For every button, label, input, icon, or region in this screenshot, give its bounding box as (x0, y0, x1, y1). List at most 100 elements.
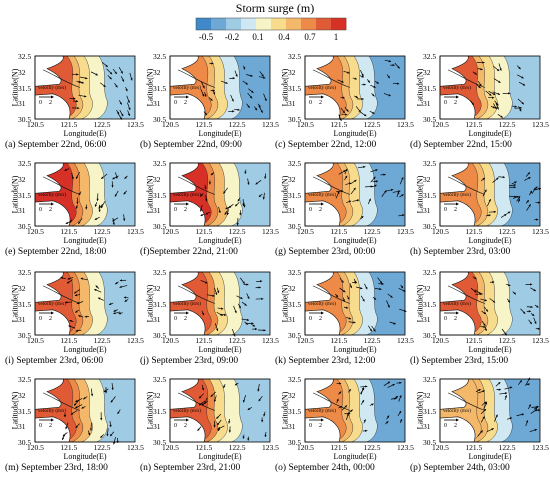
velocity-arrow-head (399, 381, 402, 384)
velocity-arrow-head (234, 310, 237, 314)
velocity-arrow-head (262, 197, 265, 200)
velocity-arrow-head (526, 420, 529, 423)
velocity-legend-arrow-head (456, 202, 459, 206)
x-tick-label: 121.5 (195, 336, 213, 345)
velocity-legend-arrow-head (321, 95, 324, 99)
velocity-arrow-head (348, 317, 351, 320)
velocity-legend-tick: 2 (319, 207, 322, 213)
velocity-arrow-head (365, 429, 368, 432)
velocity-arrow-head (68, 325, 71, 328)
estuary-channel (42, 69, 81, 88)
velocity-arrow-head (258, 194, 262, 197)
y-tick-label: 32 (18, 283, 26, 293)
y-tick-label: 30.5 (288, 331, 302, 340)
velocity-arrow-head (208, 182, 212, 185)
velocity-arrow-head (224, 313, 227, 316)
velocity-legend-arrow-head (186, 202, 189, 206)
velocity-arrow-head (225, 81, 228, 84)
x-axis-label: Longitude(E) (468, 345, 512, 354)
x-tick-label: 121.5 (195, 120, 213, 129)
velocity-arrow-head (218, 210, 221, 214)
velocity-arrow-head (496, 103, 499, 106)
velocity-legend-tick: 0 (174, 207, 177, 213)
velocity-arrow-head (528, 310, 531, 313)
velocity-arrow-head (361, 215, 364, 219)
y-tick-label: 31.5 (288, 406, 302, 416)
velocity-arrow-head (379, 287, 382, 291)
velocity-arrow-head (484, 401, 487, 404)
x-axis-label: Longitude(E) (468, 452, 512, 461)
velocity-arrow-head (362, 387, 365, 391)
velocity-arrow-head (212, 89, 215, 92)
velocity-arrow-head (113, 312, 116, 315)
velocity-legend-arrow-head (186, 418, 189, 422)
velocity-arrow-head (387, 305, 390, 308)
y-axis-label: Latitude(N) (10, 175, 20, 213)
velocity-arrow-head (224, 212, 227, 215)
velocity-arrow-head (345, 168, 348, 172)
x-tick-label: 122.5 (93, 227, 111, 236)
velocity-arrow-head (109, 76, 112, 80)
velocity-arrow-head (98, 297, 101, 300)
surge-map (304, 378, 406, 443)
velocity-arrow-head (101, 205, 104, 209)
velocity-arrow-head (482, 416, 485, 419)
map-frame (439, 55, 541, 120)
surge-map (34, 55, 136, 120)
land-north (439, 378, 469, 410)
y-axis-label: Latitude(N) (415, 68, 425, 106)
y-tick-label: 31 (153, 99, 161, 109)
x-tick-label: 121.5 (60, 227, 78, 236)
velocity-arrow-head (367, 80, 370, 83)
velocity-arrow-head (69, 319, 72, 323)
velocity-arrow-head (100, 418, 103, 421)
x-tick-label: 122.5 (363, 227, 381, 236)
velocity-arrow-head (113, 309, 116, 312)
velocity-arrow-head (507, 300, 510, 303)
velocity-arrow-head (538, 201, 541, 204)
velocity-arrow-head (346, 413, 349, 416)
x-tick-label: 121.5 (330, 227, 348, 236)
map-frame (169, 271, 271, 336)
velocity-arrow-head (484, 189, 487, 192)
y-tick-label: 32.5 (153, 375, 167, 384)
y-tick-label: 32 (288, 174, 296, 184)
map-frame (304, 162, 406, 227)
velocity-arrow-head (95, 285, 98, 288)
colorbar-segment (286, 18, 302, 30)
velocity-arrow-head (379, 281, 383, 284)
velocity-arrow-head (80, 277, 83, 280)
x-tick-label: 123.5 (532, 120, 549, 129)
velocity-arrow-head (71, 176, 74, 180)
x-tick-label: 123.5 (532, 443, 549, 452)
velocity-arrow-head (215, 292, 218, 295)
y-tick-label: 32.5 (153, 52, 167, 61)
velocity-arrow-head (98, 209, 101, 212)
velocity-legend-tick: 0 (444, 423, 447, 429)
velocity-arrow-head (75, 399, 78, 403)
x-axis-label: Longitude(E) (333, 129, 377, 138)
velocity-arrow-head (130, 78, 133, 81)
colorbar (195, 17, 347, 31)
velocity-arrow-head (75, 329, 78, 332)
velocity-arrow-head (480, 292, 483, 296)
y-tick-label: 32 (153, 67, 161, 77)
velocity-legend-tick: 0 (309, 100, 312, 106)
x-tick-label: 123.5 (127, 120, 144, 129)
x-tick-label: 122.5 (498, 443, 516, 452)
panel-caption: (j) September 23rd, 09:00 (140, 356, 239, 366)
land-north (439, 162, 469, 194)
x-tick-label: 120.5 (297, 120, 314, 129)
velocity-arrow-head (491, 428, 494, 431)
velocity-arrow-head (94, 288, 97, 292)
velocity-arrow-head (509, 386, 513, 389)
velocity-legend-label: velocity (m/s) (38, 86, 66, 91)
velocity-arrow-head (213, 425, 216, 428)
velocity-arrow-head (537, 327, 540, 330)
velocity-arrow-head (521, 413, 524, 416)
velocity-arrow-head (94, 204, 97, 207)
velocity-arrow-head (504, 213, 507, 217)
x-axis-label: Longitude(E) (63, 345, 107, 354)
velocity-arrow-head (339, 382, 342, 385)
